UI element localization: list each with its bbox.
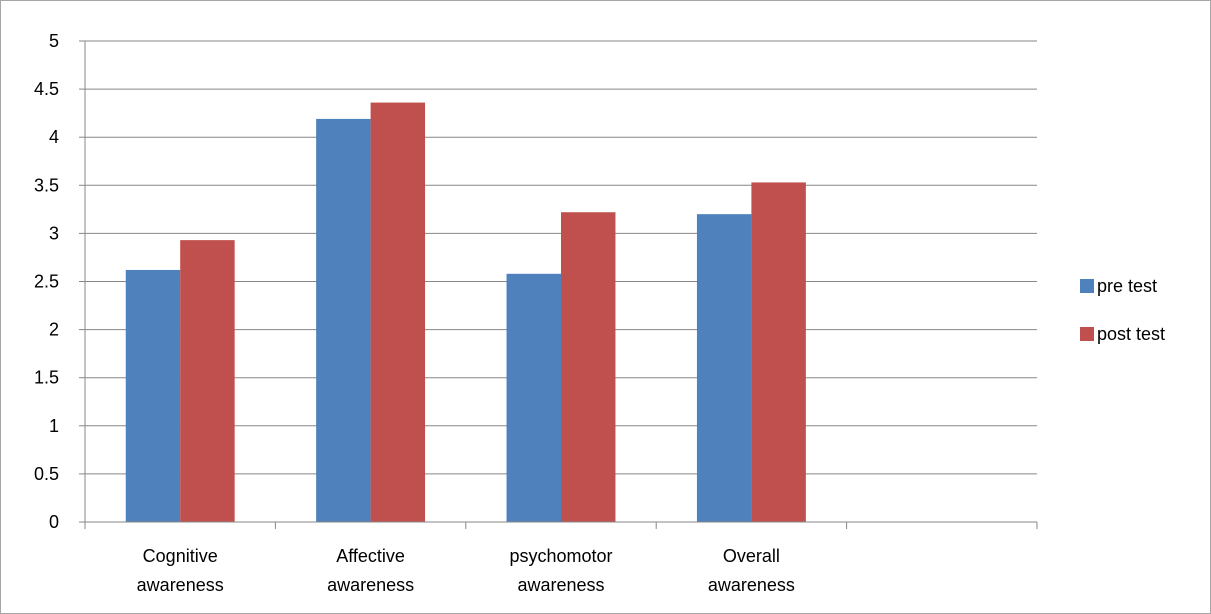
x-category-label: Cognitive [143,546,218,566]
bar-pre-test [316,118,371,522]
x-category-label: awareness [517,575,604,595]
x-category-label: awareness [708,575,795,595]
y-tick-labels: 0 0.5 1 1.5 2 2.5 3 3.5 4 4.5 5 [34,31,59,532]
y-tick-label: 0 [49,512,59,532]
legend-label: post test [1097,324,1165,344]
y-tick-label: 3.5 [34,175,59,195]
x-category-label: psychomotor [509,546,612,566]
y-tick-label: 1 [49,416,59,436]
bar-pre-test [125,269,181,522]
bar-pre-test [506,273,561,522]
x-category-label: Overall [723,546,780,566]
bar-post-test [561,212,616,522]
bar-post-test [180,240,235,522]
gridlines [85,40,1037,475]
legend-swatch [1080,279,1094,293]
y-tick-label: 4 [49,127,59,147]
bar-pre-test [696,214,752,522]
y-tick-label: 4.5 [34,79,59,99]
x-category-label: awareness [327,575,414,595]
legend-label: pre test [1097,276,1157,296]
x-category-label: awareness [137,575,224,595]
x-category-label: Affective [336,546,405,566]
legend: pre test post test [1080,276,1165,344]
y-tick-label: 5 [49,31,59,51]
bar-post-test [751,182,806,522]
y-tick-label: 0.5 [34,464,59,484]
bar-post-test [370,102,426,523]
y-tick-label: 2.5 [34,272,59,292]
y-tick-label: 2 [49,320,59,340]
bars [125,102,806,523]
axes [79,40,1038,529]
y-tick-label: 1.5 [34,368,59,388]
y-tick-label: 3 [49,223,59,243]
x-category-labels: Cognitive awareness Affective awareness psyc… [137,546,795,595]
legend-swatch [1080,327,1094,341]
